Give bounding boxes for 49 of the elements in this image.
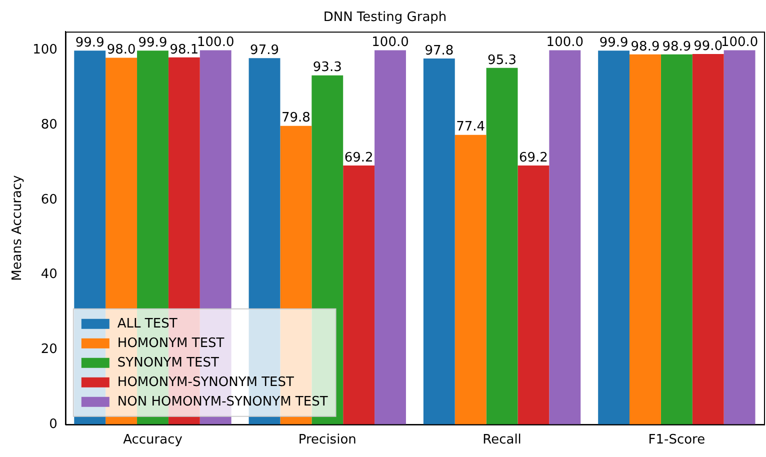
legend-label: NON HOMONYM-SYNONYM TEST — [117, 394, 328, 410]
data-label: 100.0 — [372, 35, 409, 50]
bar — [454, 134, 486, 424]
legend-label: SYNONYM TEST — [117, 355, 219, 370]
data-label: 99.9 — [75, 36, 104, 51]
data-label: 99.9 — [138, 36, 168, 51]
y-tick-label: 100 — [32, 42, 58, 58]
bar — [692, 54, 724, 424]
data-label: 99.9 — [599, 36, 628, 51]
bar — [549, 50, 581, 424]
data-label: 98.1 — [170, 42, 199, 58]
y-axis-title: Means Accuracy — [10, 174, 26, 281]
x-tick-label: Precision — [298, 432, 356, 448]
data-label: 100.0 — [546, 35, 584, 50]
chart-title: DNN Testing Graph — [323, 10, 447, 26]
x-tick-label: F1-Score — [648, 432, 706, 448]
data-label: 93.3 — [312, 60, 342, 76]
y-tick-label: 20 — [40, 342, 58, 357]
y-tick-label: 40 — [40, 267, 58, 282]
bar — [630, 54, 661, 424]
data-label: 100.0 — [197, 35, 234, 50]
data-label: 69.2 — [344, 150, 374, 166]
x-tick-label: Recall — [482, 432, 522, 448]
bar — [518, 166, 550, 424]
bar — [423, 58, 455, 424]
data-label: 99.0 — [694, 38, 723, 54]
bar — [486, 68, 518, 424]
data-label: 95.3 — [488, 52, 517, 68]
legend-label: ALL TEST — [117, 316, 178, 332]
bar — [724, 50, 756, 424]
data-label: 97.9 — [250, 43, 279, 58]
y-tick-label: 0 — [49, 416, 58, 432]
data-label: 69.2 — [518, 150, 548, 166]
data-label: 79.8 — [281, 110, 310, 126]
bar — [374, 50, 406, 424]
data-label: 100.0 — [720, 35, 758, 50]
bar — [343, 166, 375, 424]
data-label: 97.8 — [424, 43, 454, 58]
y-tick-label: 60 — [40, 192, 58, 208]
y-tick-label: 80 — [40, 118, 58, 132]
data-label: 98.0 — [106, 42, 136, 58]
data-label: 98.9 — [662, 39, 692, 54]
x-tick-label: Accuracy — [123, 432, 183, 448]
legend-label: HOMONYM-SYNONYM TEST — [117, 374, 294, 390]
bar — [660, 54, 692, 424]
bar — [598, 50, 630, 424]
data-label: 98.9 — [630, 39, 660, 54]
data-label: 77.4 — [456, 120, 486, 135]
legend-label: HOMONYM TEST — [117, 336, 224, 351]
